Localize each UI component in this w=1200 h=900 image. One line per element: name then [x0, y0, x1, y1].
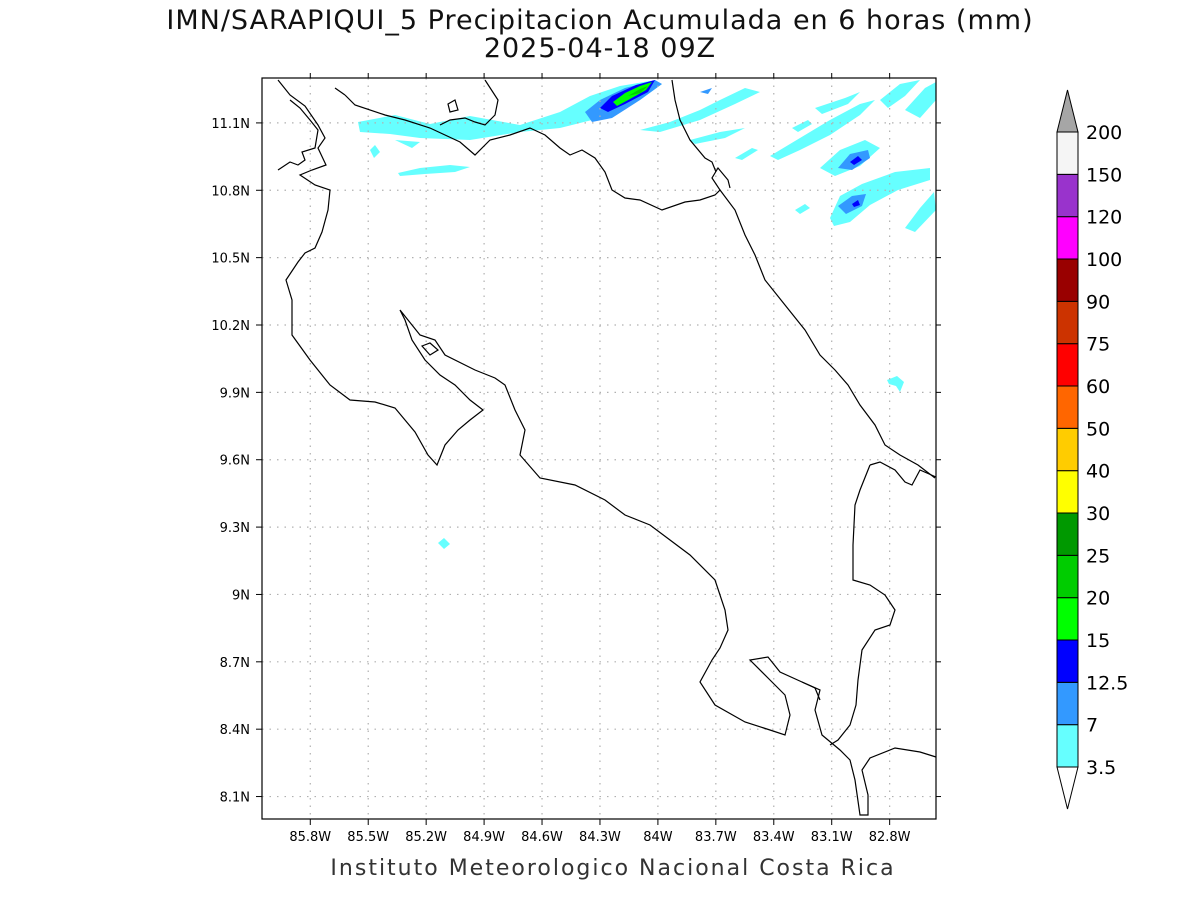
colorbar-swatch	[1056, 427, 1079, 472]
colorbar-label: 120	[1086, 207, 1122, 229]
colorbar-label: 40	[1086, 461, 1110, 483]
colorbar-under-arrow	[1056, 766, 1079, 810]
map-footer-credit: Instituto Meteorologico Nacional Costa R…	[330, 856, 896, 881]
colorbar-label: 25	[1086, 545, 1110, 567]
lon-tick-label: 85.8W	[289, 830, 331, 845]
colorbar-swatch	[1056, 512, 1079, 556]
colorbar-swatch	[1056, 216, 1079, 260]
colorbar-label: 7	[1086, 715, 1098, 737]
map-title: IMN/SARAPIQUI_5 Precipitacion Acumulada …	[166, 5, 1034, 36]
lat-tick-label: 9N	[232, 588, 250, 603]
colorbar-legend: 3.5 7 12.5 15 20 25 30 40 50 60 75 90 100 120 150 200	[1056, 89, 1128, 810]
lon-tick-label: 83.1W	[811, 830, 853, 845]
lat-tick-label: 11.1N	[211, 117, 250, 132]
colorbar-swatch	[1056, 597, 1079, 641]
lon-tick-label: 84.3W	[579, 830, 621, 845]
lon-tick-label: 84.9W	[463, 830, 505, 845]
lat-tick-label: 9.6N	[220, 454, 250, 469]
lat-tick-label: 8.4N	[220, 723, 250, 738]
latitude-axis: 8.1N 8.4N 8.7N 9N 9.3N 9.6N 9.9N 10.2N 10.5N 10.8…	[211, 117, 941, 806]
colorbar-label: 30	[1086, 503, 1110, 525]
lat-tick-label: 10.5N	[211, 252, 250, 267]
colorbar-label: 100	[1086, 249, 1122, 271]
lon-tick-label: 83.4W	[753, 830, 795, 845]
lat-tick-label: 9.3N	[220, 521, 250, 536]
colorbar-swatch	[1056, 681, 1079, 726]
colorbar-swatch	[1056, 131, 1079, 175]
colorbar-swatch	[1056, 173, 1079, 218]
lon-tick-label: 84.6W	[521, 830, 563, 845]
lat-tick-label: 9.9N	[220, 386, 250, 401]
lat-tick-label: 10.8N	[211, 184, 250, 199]
coastline	[277, 79, 937, 816]
colorbar-over-arrow	[1056, 89, 1079, 133]
longitude-axis: 85.8W 85.5W 85.2W 84.9W 84.6W 84.3W 84W 83.7W 83…	[289, 73, 911, 845]
colorbar-swatch	[1056, 724, 1079, 768]
colorbar-label: 60	[1086, 376, 1110, 398]
lon-tick-label: 83.7W	[695, 830, 737, 845]
map-grid	[262, 78, 936, 819]
lat-tick-label: 10.2N	[211, 319, 250, 334]
lon-tick-label: 85.5W	[347, 830, 389, 845]
colorbar-swatch	[1056, 470, 1079, 514]
colorbar-swatch	[1056, 300, 1079, 345]
map-frame	[261, 77, 937, 820]
lon-tick-label: 84W	[643, 830, 673, 845]
precipitation-shading	[358, 80, 936, 549]
colorbar-label: 12.5	[1086, 672, 1128, 694]
colorbar-swatch	[1056, 554, 1079, 599]
lat-tick-label: 8.7N	[220, 656, 250, 671]
map-valid-time: 2025-04-18 09Z	[483, 33, 717, 64]
colorbar-swatch	[1056, 385, 1079, 429]
colorbar-label: 3.5	[1086, 757, 1116, 779]
colorbar-label: 20	[1086, 588, 1110, 610]
lat-tick-label: 8.1N	[220, 791, 250, 806]
colorbar-swatch	[1056, 258, 1079, 302]
lon-tick-label: 82.8W	[869, 830, 911, 845]
lon-tick-label: 85.2W	[405, 830, 447, 845]
colorbar-label: 150	[1086, 164, 1122, 186]
colorbar-swatch	[1056, 639, 1079, 683]
colorbar-label: 75	[1086, 334, 1110, 356]
colorbar-label: 200	[1086, 122, 1122, 144]
colorbar-label: 15	[1086, 630, 1110, 652]
colorbar-label: 90	[1086, 291, 1110, 313]
colorbar-swatch	[1056, 343, 1079, 387]
colorbar-label: 50	[1086, 418, 1110, 440]
